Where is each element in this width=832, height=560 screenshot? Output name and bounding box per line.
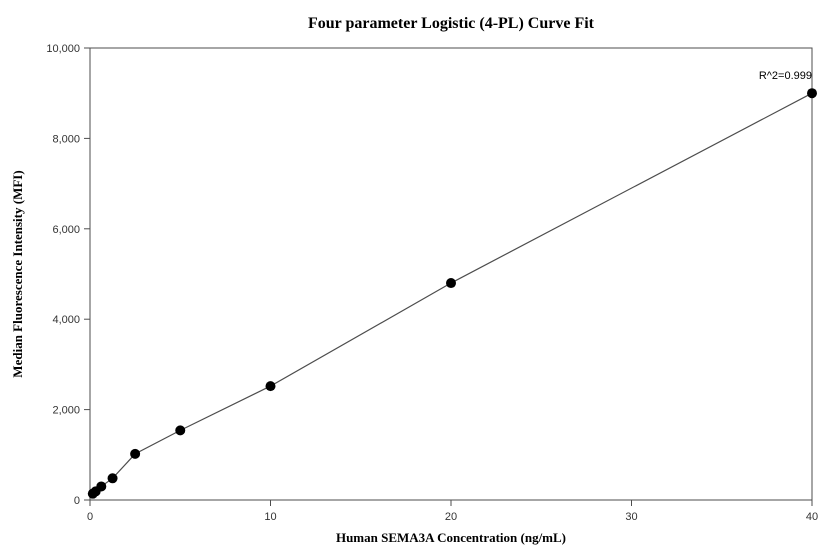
data-point bbox=[807, 88, 817, 98]
y-axis-ticks: 0 2,000 4,000 6,000 8,000 10,000 bbox=[46, 43, 90, 507]
x-tick-label: 40 bbox=[806, 511, 818, 523]
x-tick-label: 10 bbox=[264, 511, 276, 523]
data-points bbox=[88, 88, 817, 498]
y-tick-label: 8,000 bbox=[52, 133, 80, 145]
r-squared-annotation: R^2=0.999 bbox=[759, 70, 812, 82]
y-tick-label: 6,000 bbox=[52, 224, 80, 236]
y-axis-label: Median Fluorescence Intensity (MFI) bbox=[10, 170, 25, 377]
x-tick-label: 30 bbox=[625, 511, 637, 523]
y-tick-label: 0 bbox=[74, 495, 80, 507]
data-point bbox=[130, 449, 140, 459]
x-axis-ticks: 0 10 20 30 40 bbox=[87, 500, 818, 523]
x-tick-label: 20 bbox=[445, 511, 457, 523]
y-tick-label: 10,000 bbox=[46, 43, 80, 55]
y-tick-label: 4,000 bbox=[52, 314, 80, 326]
chart-title: Four parameter Logistic (4-PL) Curve Fit bbox=[308, 15, 595, 32]
x-axis-label: Human SEMA3A Concentration (ng/mL) bbox=[336, 530, 566, 545]
data-point bbox=[175, 425, 185, 435]
x-tick-label: 0 bbox=[87, 511, 93, 523]
y-tick-label: 2,000 bbox=[52, 405, 80, 417]
data-point bbox=[96, 481, 106, 491]
data-point bbox=[108, 473, 118, 483]
data-point bbox=[446, 278, 456, 288]
chart-svg: Four parameter Logistic (4-PL) Curve Fit… bbox=[0, 0, 832, 560]
data-point bbox=[266, 381, 276, 391]
plot-border bbox=[90, 48, 812, 500]
fit-curve bbox=[90, 93, 812, 495]
chart-container: Four parameter Logistic (4-PL) Curve Fit… bbox=[0, 0, 832, 560]
